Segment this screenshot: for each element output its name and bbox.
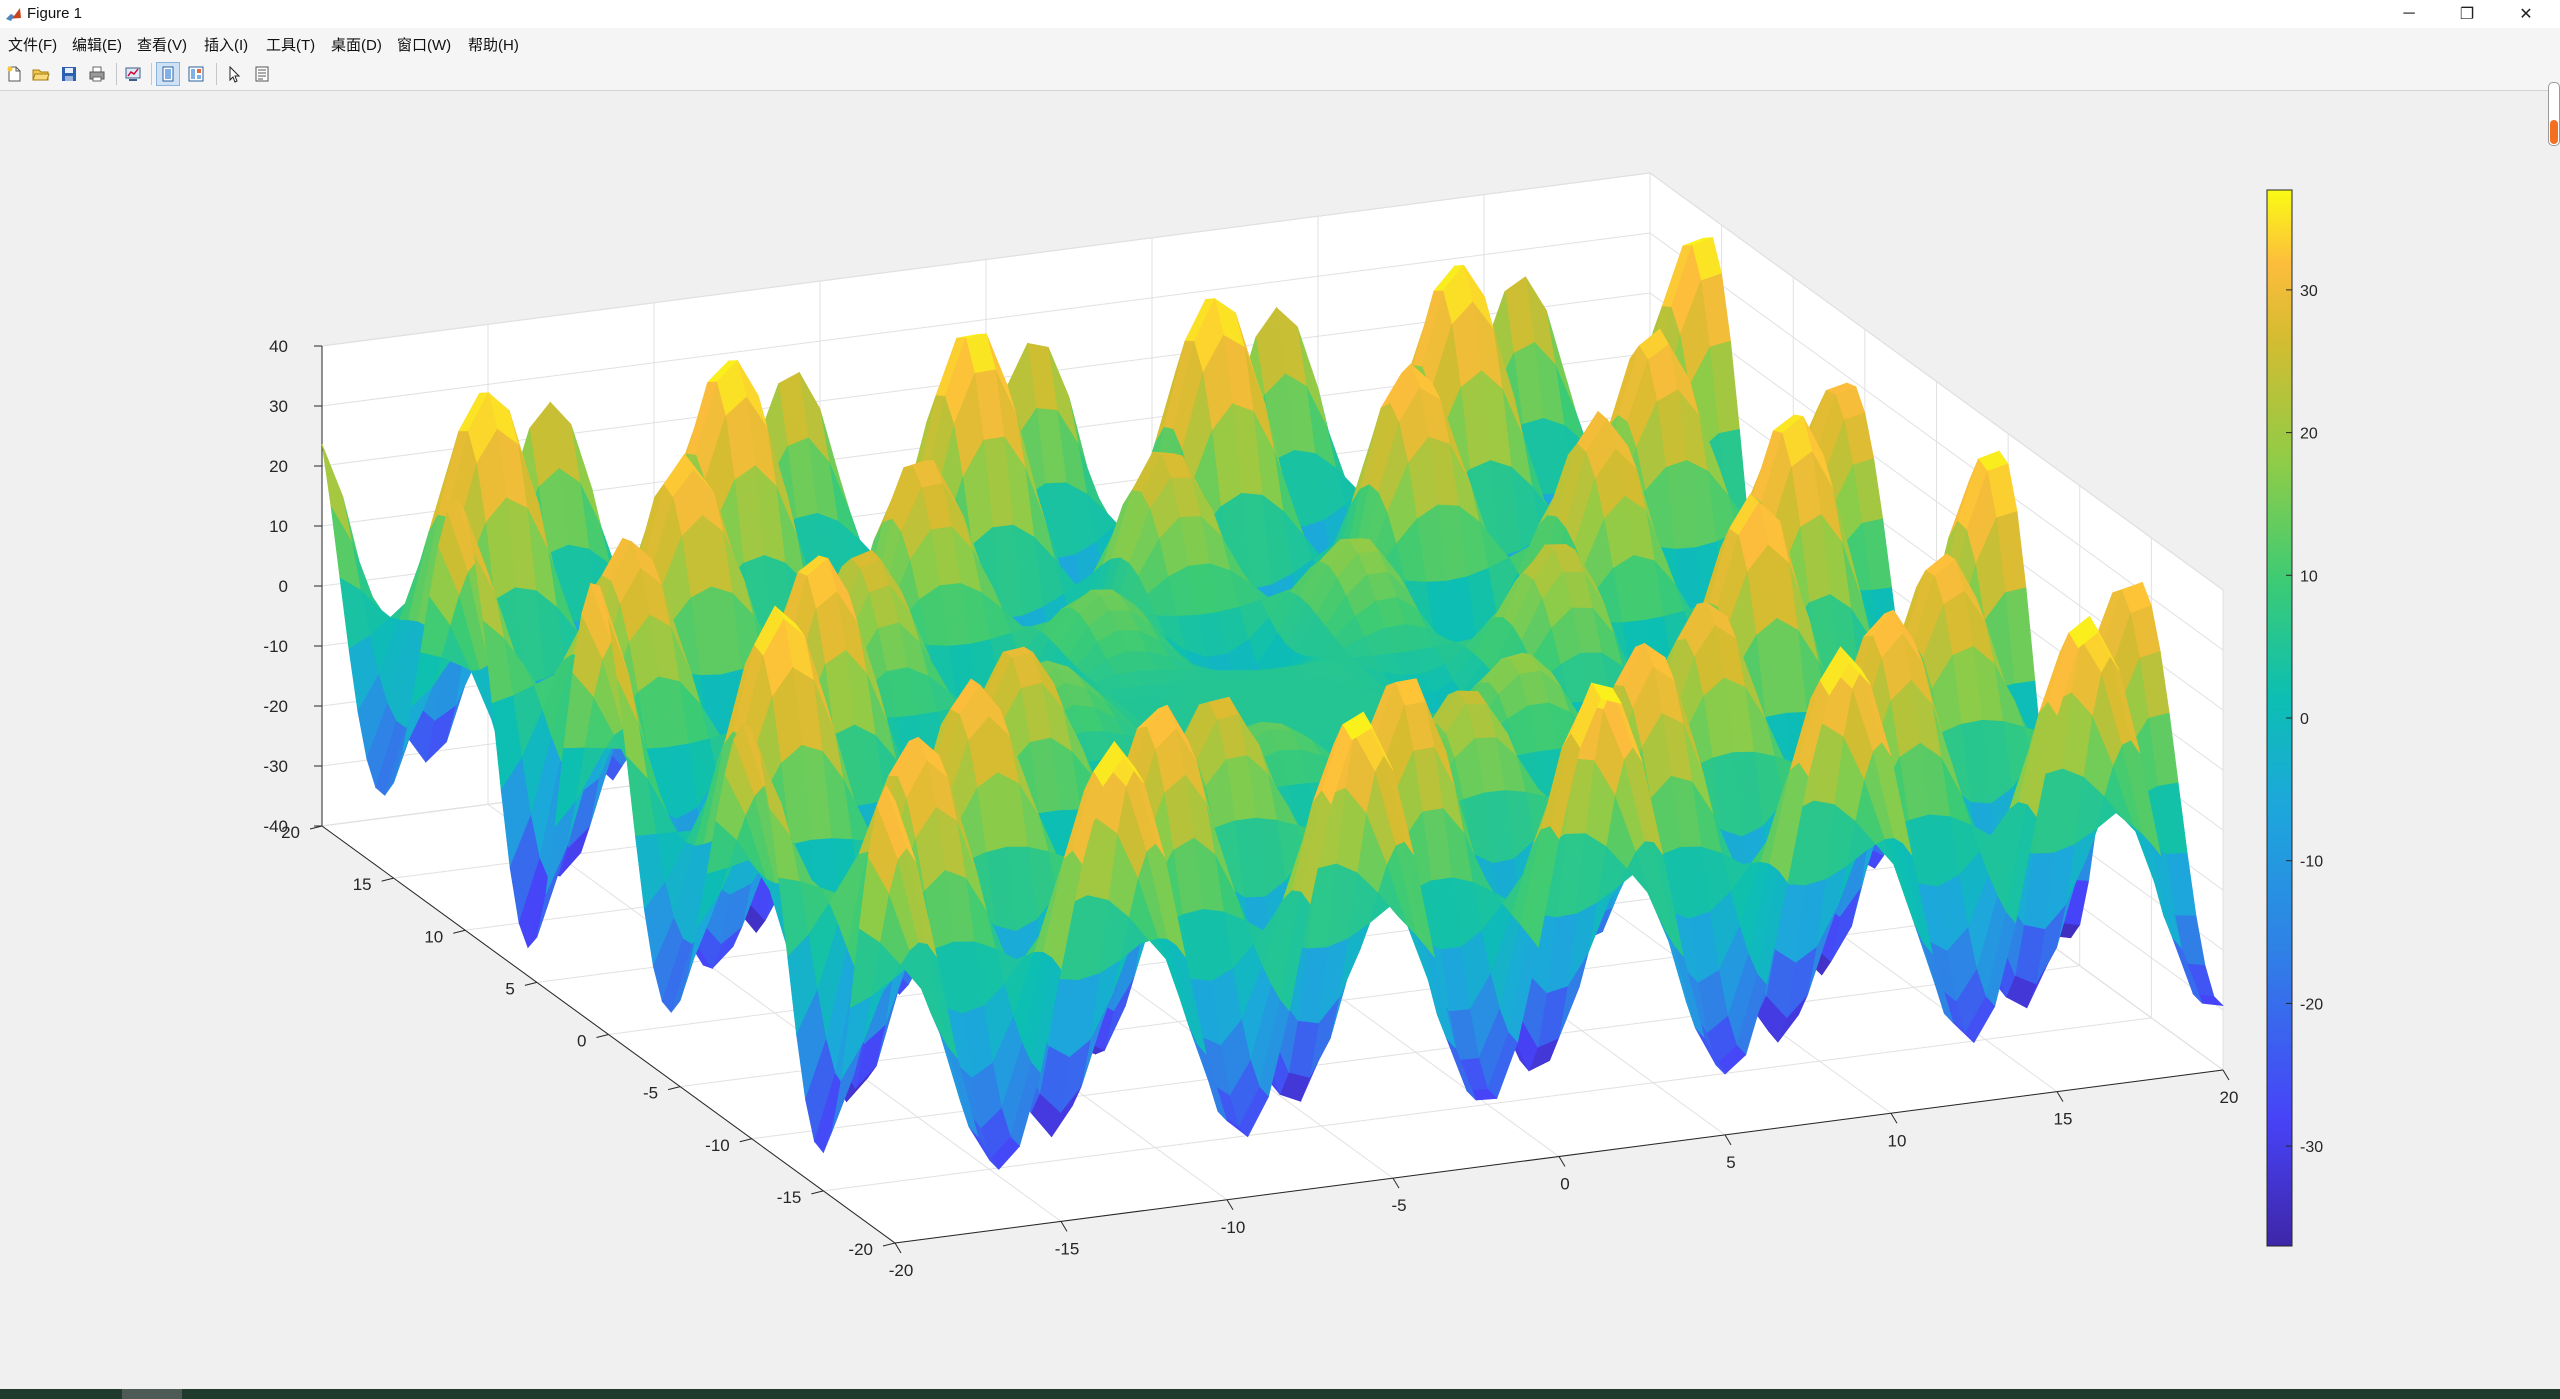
menu-window[interactable]: 窗口(W) xyxy=(397,37,452,54)
y-tick-label: -20 xyxy=(848,1240,873,1259)
menu-file[interactable]: 文件(F) xyxy=(8,37,58,54)
x-tick-label: 15 xyxy=(2054,1110,2073,1129)
x-tick-label: 0 xyxy=(1560,1175,1569,1194)
y-tick xyxy=(524,981,537,986)
x-tick-label: -10 xyxy=(1221,1218,1246,1237)
gridline-y xyxy=(823,1017,2152,1192)
y-tick xyxy=(739,1138,752,1143)
toolbar-separator xyxy=(151,63,152,85)
restore-button[interactable]: ❐ xyxy=(2459,6,2475,23)
z-tick-label: 30 xyxy=(269,397,288,416)
menu-tools[interactable]: 工具(T) xyxy=(266,37,316,54)
gridline-z xyxy=(321,172,1651,347)
x-tick xyxy=(2056,1091,2064,1102)
link-plot-icon[interactable] xyxy=(121,62,145,86)
z-tick-label: -30 xyxy=(263,757,288,776)
toolbar-separator xyxy=(116,63,117,85)
show-plot-tools-icon[interactable] xyxy=(184,62,208,86)
window-title: Figure 1 xyxy=(27,5,83,22)
x-tick-label: -20 xyxy=(889,1261,914,1280)
figure-axes-canvas[interactable]: -20-15-10-505101520-20-15-10-505101520-4… xyxy=(0,90,2560,1389)
toolbar xyxy=(0,58,2560,91)
y-tick xyxy=(453,929,466,934)
title-bar: Figure 1 ─ ❐ ✕ xyxy=(0,0,2560,28)
new-figure-icon[interactable] xyxy=(2,62,26,86)
y-tick xyxy=(882,1242,896,1247)
colorbar: -30 -20 -10 0 10 20 30 xyxy=(2266,189,2323,1247)
y-tick-label: 10 xyxy=(424,927,443,946)
x-tick xyxy=(894,1242,902,1254)
menu-desktop[interactable]: 桌面(D) xyxy=(331,37,382,54)
x-tick xyxy=(1060,1221,1068,1232)
z-tick-label: 40 xyxy=(269,337,288,356)
colorbar-tick-label: -20 xyxy=(2300,996,2323,1013)
x-tick xyxy=(1226,1199,1234,1211)
matlab-logo-icon xyxy=(6,8,21,21)
z-tick-label: 0 xyxy=(279,577,288,596)
x-tick-label: -5 xyxy=(1391,1196,1406,1215)
colorbar-tick-label: 10 xyxy=(2300,568,2318,585)
figure-scrollbar-thumb[interactable] xyxy=(2548,82,2560,146)
x-tick-label: -15 xyxy=(1055,1239,1080,1258)
x-tick-label: 20 xyxy=(2220,1088,2239,1107)
surface-plot xyxy=(321,237,2224,1170)
property-inspector-icon[interactable] xyxy=(250,62,274,86)
colorbar-tick-label: 30 xyxy=(2300,283,2318,300)
y-tick-label: 20 xyxy=(281,823,300,842)
x-tick-label: 10 xyxy=(1888,1131,1907,1150)
z-tick-label: -20 xyxy=(263,697,288,716)
y-tick-label: 5 xyxy=(505,979,514,998)
y-tick xyxy=(811,1190,824,1195)
menu-bar: 文件(F) 编辑(E) 查看(V) 插入(I) 工具(T) 桌面(D) 窗口(W… xyxy=(0,28,2560,78)
y-tick-label: -10 xyxy=(705,1136,730,1155)
minimize-button[interactable]: ─ xyxy=(2403,5,2415,22)
scrollbar-fill xyxy=(2550,120,2558,144)
y-tick-label: 15 xyxy=(353,875,372,894)
x-tick xyxy=(1558,1156,1566,1167)
x-tick xyxy=(1724,1134,1732,1146)
z-tick-label: -40 xyxy=(263,817,288,836)
save-icon[interactable] xyxy=(57,62,81,86)
y-tick-label: -5 xyxy=(643,1084,658,1103)
toolbar-separator xyxy=(216,63,217,85)
colorbar-tick-label: 0 xyxy=(2300,711,2309,728)
z-tick-label: 10 xyxy=(269,517,288,536)
menu-insert[interactable]: 插入(I) xyxy=(204,37,249,54)
y-tick xyxy=(596,1034,609,1038)
y-tick-label: 0 xyxy=(577,1032,586,1051)
hide-plot-tools-icon[interactable] xyxy=(156,62,180,86)
menu-view[interactable]: 查看(V) xyxy=(137,37,187,54)
menu-help[interactable]: 帮助(H) xyxy=(468,37,519,54)
edit-plot-icon[interactable] xyxy=(222,62,246,86)
open-file-icon[interactable] xyxy=(29,62,53,86)
gridline-z-wall xyxy=(1649,172,2224,591)
y-tick-label: -15 xyxy=(777,1188,802,1207)
gridline-z xyxy=(321,232,1651,407)
y-tick xyxy=(381,877,394,882)
print-icon[interactable] xyxy=(85,62,109,86)
close-button[interactable]: ✕ xyxy=(2519,6,2533,23)
z-tick-label: -10 xyxy=(263,637,288,656)
colorbar-tick-label: -30 xyxy=(2300,1139,2323,1156)
taskbar-tab[interactable] xyxy=(122,1389,182,1399)
x-tick xyxy=(1890,1112,1898,1124)
colorbar-tick-label: -10 xyxy=(2300,854,2323,871)
y-tick xyxy=(668,1086,681,1091)
x-tick xyxy=(1392,1177,1400,1189)
gridline-z-wall xyxy=(1649,232,2224,651)
menu-edit[interactable]: 编辑(E) xyxy=(72,37,122,54)
x-tick-label: 5 xyxy=(1726,1153,1735,1172)
taskbar xyxy=(0,1389,2560,1399)
z-tick-label: 20 xyxy=(269,457,288,476)
x-tick xyxy=(2222,1069,2230,1081)
colorbar-tick-label: 20 xyxy=(2300,426,2318,443)
